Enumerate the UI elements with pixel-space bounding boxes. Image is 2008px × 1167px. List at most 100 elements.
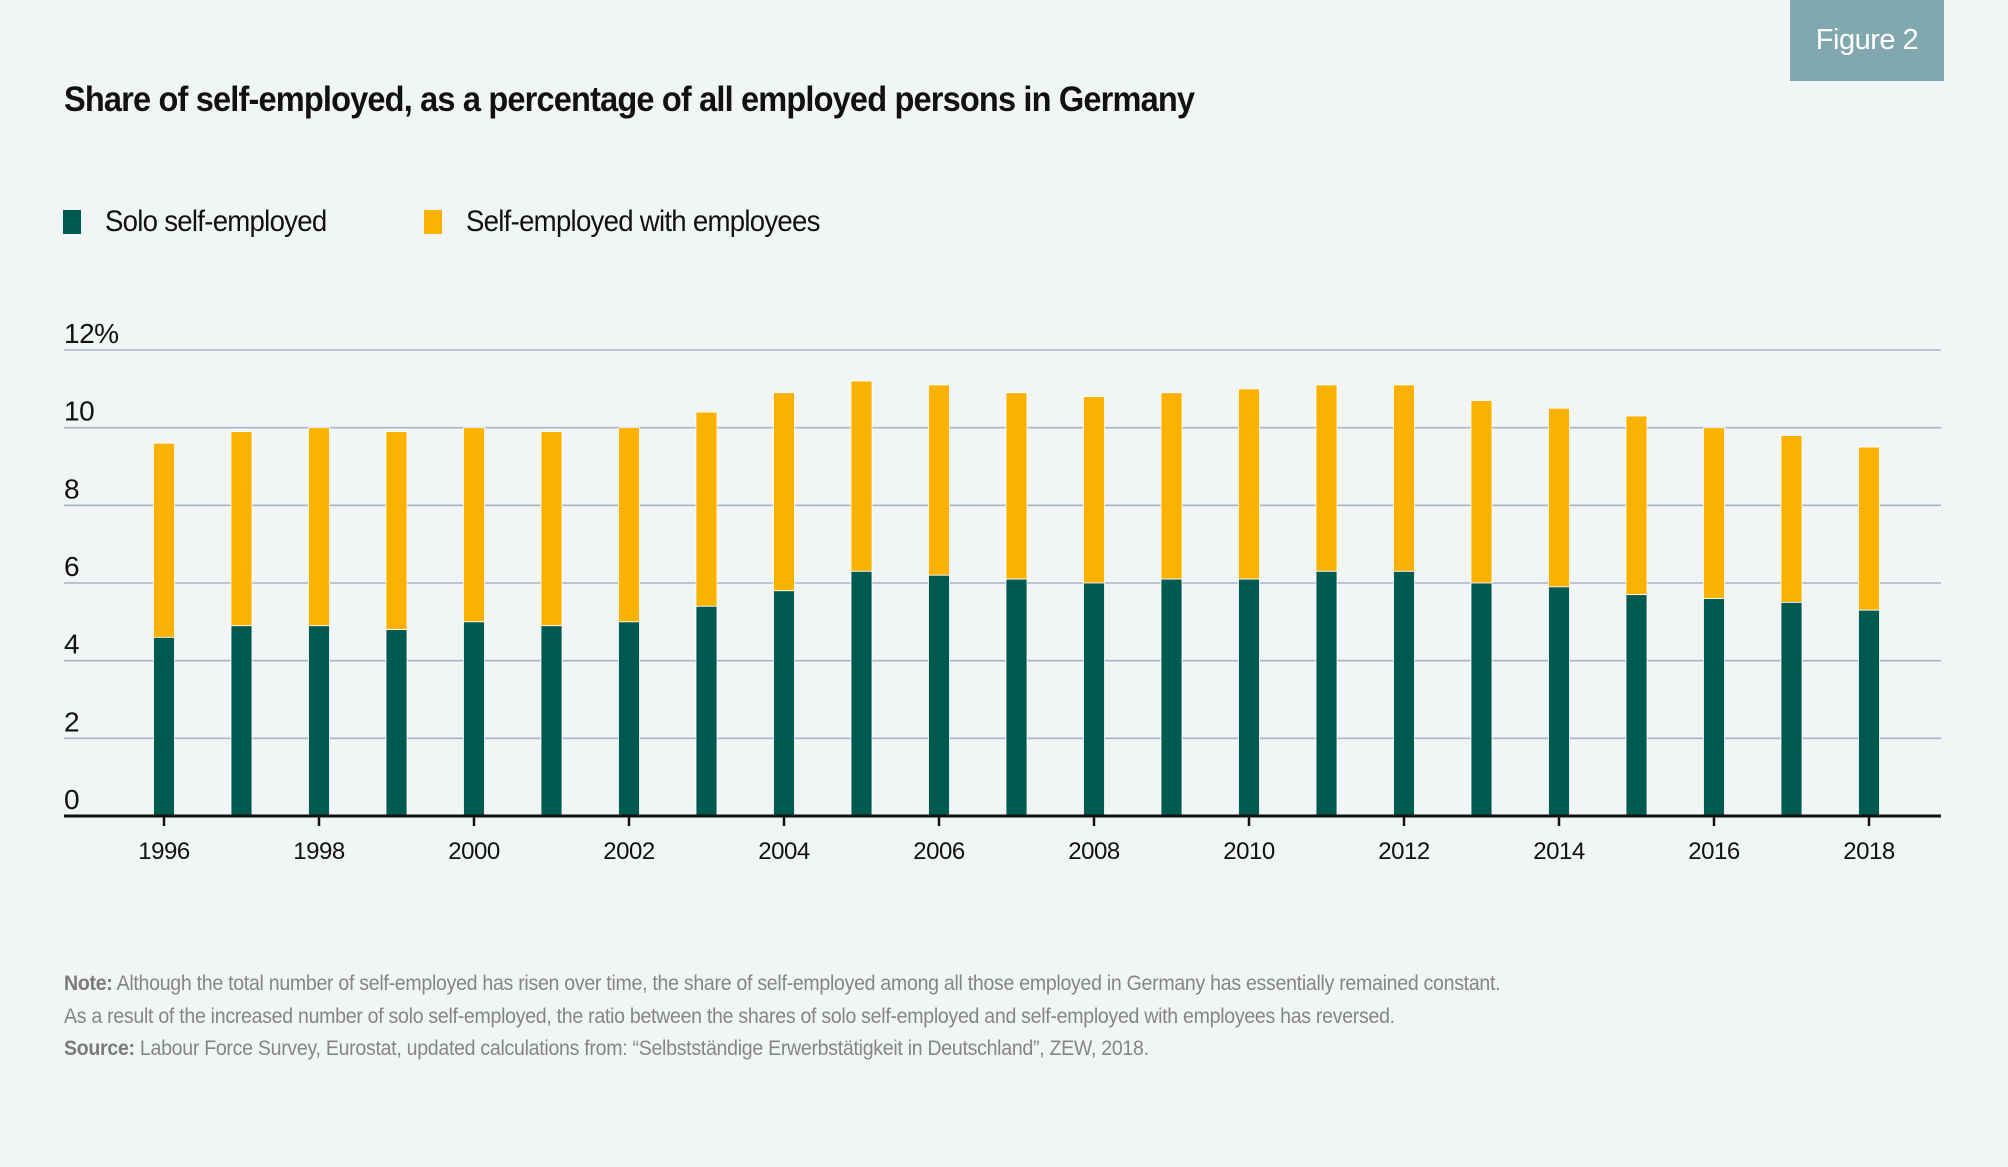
x-tick-label: 2010: [1223, 838, 1275, 865]
bar-group: [385, 431, 408, 817]
legend-label-with-employees: Self-employed with employees: [465, 205, 820, 238]
y-tick-label: 6: [64, 551, 79, 582]
bar-solo-self-employed: [1393, 570, 1415, 817]
legend-item-with-employees: Self-employed with employees: [423, 205, 850, 239]
y-tick-label: 12%: [64, 318, 119, 349]
bar-solo-self-employed: [1625, 594, 1648, 817]
bar-self-employed-with-employees: [773, 392, 795, 592]
bar-solo-self-employed: [230, 625, 253, 817]
y-axis-labels: 0 2 4 6 8 10 12%: [64, 318, 119, 815]
bar-self-employed-with-employees: [153, 442, 175, 638]
bar-self-employed-with-employees: [1315, 384, 1338, 572]
bar-self-employed-with-employees: [540, 431, 563, 627]
bar-group: [1858, 446, 1880, 817]
x-tick-label: 1996: [138, 838, 190, 865]
bar-self-employed-with-employees: [1393, 384, 1415, 572]
bar-solo-self-employed: [1005, 578, 1028, 817]
bar-self-employed-with-employees: [618, 427, 640, 623]
y-tick-label: 2: [64, 706, 79, 737]
bar-solo-self-employed: [1238, 578, 1260, 817]
bar-group: [695, 411, 718, 817]
bar-solo-self-employed: [618, 621, 640, 817]
bar-group: [1780, 435, 1803, 817]
x-tick-label: 2006: [913, 838, 965, 865]
bar-group: [1005, 392, 1028, 817]
y-tick-label: 10: [64, 396, 94, 427]
bar-solo-self-employed: [1470, 582, 1493, 817]
gridlines: [64, 349, 1941, 740]
y-tick-label: 8: [64, 473, 79, 504]
x-tick-label: 1998: [293, 838, 345, 865]
bar-self-employed-with-employees: [1548, 407, 1570, 588]
bar-self-employed-with-employees: [1083, 396, 1105, 584]
x-axis: 1996 1998 2000 2002 2004 2006 2008 2010 2012 2014…: [64, 814, 1941, 865]
chart-title: Share of self-employed, as a percentage …: [64, 80, 1195, 119]
bar-self-employed-with-employees: [1858, 446, 1880, 611]
note-label: Note:: [64, 972, 113, 995]
bar-self-employed-with-employees: [1238, 388, 1260, 580]
x-tick-label: 2008: [1068, 838, 1120, 865]
bar-self-employed-with-employees: [385, 431, 408, 630]
note-text-1: Although the total number of self-employ…: [112, 972, 1501, 995]
bar-group: [773, 392, 795, 817]
y-tick-label: 4: [64, 629, 79, 660]
source-line: Source: Labour Force Survey, Eurostat, u…: [64, 1033, 1500, 1066]
x-tick-label: 2012: [1378, 838, 1430, 865]
source-text: Labour Force Survey, Eurostat, updated c…: [134, 1037, 1149, 1060]
bar-group: [153, 442, 175, 817]
bar-self-employed-with-employees: [463, 427, 485, 623]
bar-solo-self-employed: [1703, 598, 1725, 817]
bar-solo-self-employed: [850, 570, 873, 817]
figure-badge: Figure 2: [1790, 0, 1944, 81]
bar-self-employed-with-employees: [308, 427, 330, 627]
bar-group: [1703, 427, 1725, 817]
bar-solo-self-employed: [1548, 586, 1570, 817]
bar-solo-self-employed: [695, 605, 718, 817]
bar-self-employed-with-employees: [1625, 415, 1648, 596]
bar-self-employed-with-employees: [1470, 400, 1493, 584]
bar-solo-self-employed: [385, 629, 408, 817]
legend-label-solo: Solo self-employed: [105, 205, 327, 238]
x-tick-label: 2014: [1533, 838, 1585, 865]
bar-solo-self-employed: [308, 625, 330, 817]
bar-solo-self-employed: [540, 625, 563, 817]
legend-swatch-solo: [63, 210, 81, 234]
bar-self-employed-with-employees: [1160, 392, 1183, 580]
bar-group: [1238, 388, 1260, 817]
bar-group: [1160, 392, 1183, 817]
bar-solo-self-employed: [463, 621, 485, 817]
bar-group: [1470, 400, 1493, 817]
bar-solo-self-employed: [1160, 578, 1183, 817]
bar-self-employed-with-employees: [1005, 392, 1028, 580]
bar-group: [1083, 396, 1105, 817]
bar-self-employed-with-employees: [850, 380, 873, 572]
x-tick-label: 2004: [758, 838, 810, 865]
bar-group: [308, 427, 330, 817]
bar-group: [1393, 384, 1415, 817]
bar-self-employed-with-employees: [695, 411, 718, 607]
note-line-1: Note: Although the total number of self-…: [64, 968, 1501, 1001]
bar-self-employed-with-employees: [928, 384, 950, 576]
legend-item-solo: Solo self-employed: [63, 205, 346, 239]
y-tick-label: 0: [64, 784, 79, 815]
bar-self-employed-with-employees: [1703, 427, 1725, 599]
bar-group: [463, 427, 485, 817]
bar-solo-self-employed: [1315, 570, 1338, 817]
x-tick-label: 2000: [448, 838, 500, 865]
bar-solo-self-employed: [773, 590, 795, 817]
x-tick-label: 2016: [1688, 838, 1740, 865]
legend-swatch-with-employees: [423, 210, 442, 234]
bar-group: [230, 431, 253, 817]
bar-group: [618, 427, 640, 817]
bar-group: [1625, 415, 1648, 817]
bar-group: [1315, 384, 1338, 817]
bar-group: [928, 384, 950, 817]
bar-solo-self-employed: [153, 636, 175, 817]
bar-group: [540, 431, 563, 817]
bar-solo-self-employed: [1780, 602, 1803, 817]
bar-group: [1548, 407, 1570, 817]
x-tick-label: 2018: [1843, 838, 1895, 865]
bar-self-employed-with-employees: [230, 431, 253, 627]
footnote: Note: Although the total number of self-…: [64, 968, 1608, 1066]
